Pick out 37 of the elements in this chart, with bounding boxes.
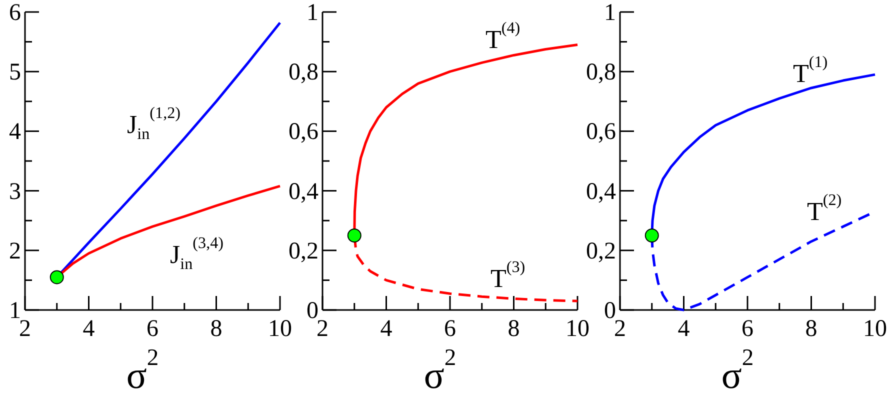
x-tick-label: 4 [678,316,690,342]
y-tick-label: 0,6 [586,119,616,146]
x-axis-title: σ$^{2}$ [126,345,159,395]
y-tick-label: 0,6 [288,119,318,146]
y-tick-label: 4 [9,119,21,146]
x-tick-label: 8 [508,316,520,342]
y-tick-label: 0,4 [288,178,318,205]
x-tick-label: 6 [146,316,158,342]
y-tick-label: 0,8 [586,60,616,86]
series-label: T$^{(1)}$ [793,54,828,88]
y-tick-label: 5 [9,60,21,86]
y-tick-label: 2 [9,238,21,264]
series-label: T$^{(4)}$ [486,20,520,54]
x-tick-label: 10 [863,316,887,342]
series-label: T$^{(2)}$ [807,192,842,226]
y-tick-label: 1 [604,0,616,26]
x-axis-title: σ$^{2}$ [424,345,456,395]
x-tick-label: 4 [380,316,392,342]
x-tick-label: 6 [444,316,456,342]
y-tick-label: 0 [306,298,318,324]
y-tick-label: 0,2 [586,238,616,264]
x-tick-label: 10 [566,316,590,342]
x-tick-label: 8 [805,316,818,342]
y-tick-label: 0,8 [288,60,318,86]
y-tick-label: 0,2 [288,238,318,264]
y-tick-label: 3 [9,178,21,205]
x-tick-label: 10 [268,316,292,342]
y-tick-label: 6 [9,0,21,26]
x-tick-label: 4 [82,316,95,342]
y-tick-label: 0 [604,298,616,324]
y-tick-label: 1 [306,0,318,26]
x-tick-label: 8 [210,316,222,342]
series-label: T$^{(3)}$ [490,258,526,293]
y-tick-label: 0,4 [586,178,616,205]
x-axis-title: σ$^{2}$ [721,345,754,395]
x-tick-label: 6 [742,316,754,342]
y-tick-label: 1 [9,298,21,324]
